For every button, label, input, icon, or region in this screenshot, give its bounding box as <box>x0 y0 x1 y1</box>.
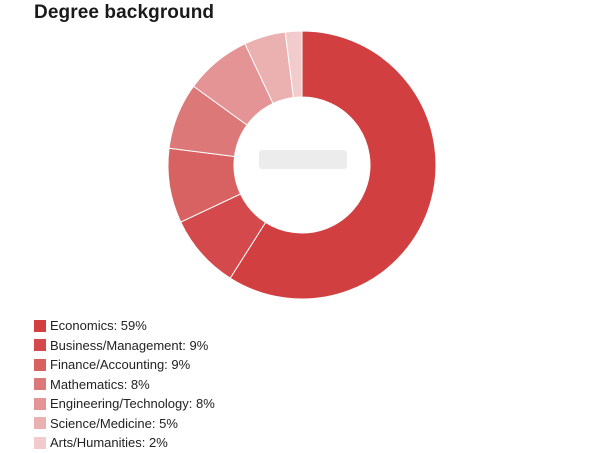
legend-label: Arts/Humanities: 2% <box>50 435 168 451</box>
legend-item[interactable]: Science/Medicine: 5% <box>34 414 215 434</box>
legend-item[interactable]: Finance/Accounting: 9% <box>34 355 215 375</box>
legend-swatch <box>34 319 46 332</box>
legend-swatch <box>34 397 46 410</box>
legend-swatch <box>34 378 46 391</box>
legend-label: Mathematics: 8% <box>50 376 150 392</box>
chart-legend: Economics: 59% Business/Management: 9% Fin… <box>34 316 215 453</box>
legend-swatch <box>34 358 46 371</box>
legend-item[interactable]: Mathematics: 8% <box>34 375 215 395</box>
donut-slice-arts-humanities[interactable] <box>284 30 303 99</box>
donut-chart <box>167 30 437 300</box>
legend-label: Engineering/Technology: 8% <box>50 396 215 412</box>
legend-item[interactable]: Arts/Humanities: 2% <box>34 433 215 453</box>
legend-item[interactable]: Economics: 59% <box>34 316 215 336</box>
chart-title: Degree background <box>34 2 215 23</box>
legend-item[interactable]: Engineering/Technology: 8% <box>34 394 215 414</box>
legend-label: Economics: 59% <box>50 318 147 334</box>
donut-slice-economics[interactable] <box>229 30 437 300</box>
center-label-placeholder <box>259 150 347 169</box>
legend-label: Finance/Accounting: 9% <box>50 357 191 373</box>
legend-swatch <box>34 339 46 352</box>
legend-swatch <box>34 436 46 449</box>
legend-label: Science/Medicine: 5% <box>50 415 178 431</box>
legend-swatch <box>34 417 46 430</box>
legend-item[interactable]: Business/Management: 9% <box>34 336 215 356</box>
legend-label: Business/Management: 9% <box>50 337 209 353</box>
